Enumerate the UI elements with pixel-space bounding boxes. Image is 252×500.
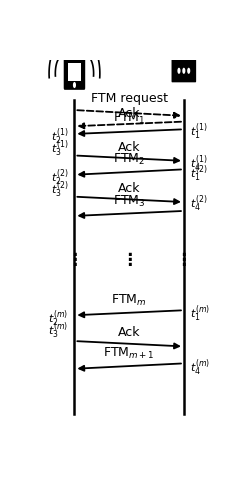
Text: $t_3^{(1)}$: $t_3^{(1)}$ (51, 138, 69, 159)
Text: FTM$_2$: FTM$_2$ (113, 152, 145, 167)
Text: FTM request: FTM request (91, 92, 168, 105)
Circle shape (182, 68, 185, 74)
Text: $t_2^{(m)}$: $t_2^{(m)}$ (48, 308, 69, 329)
Text: Ack: Ack (118, 182, 140, 194)
Circle shape (177, 68, 180, 74)
Text: $t_2^{(2)}$: $t_2^{(2)}$ (51, 168, 69, 188)
Text: FTM$_{m+1}$: FTM$_{m+1}$ (103, 346, 155, 361)
Text: $t_4^{(2)}$: $t_4^{(2)}$ (190, 194, 207, 214)
Text: ⋮: ⋮ (66, 251, 83, 269)
Circle shape (187, 68, 190, 74)
FancyBboxPatch shape (172, 57, 196, 82)
Text: ⋮: ⋮ (121, 251, 137, 269)
Text: Ack: Ack (118, 140, 140, 153)
Text: $t_3^{(2)}$: $t_3^{(2)}$ (51, 180, 69, 200)
Text: $t_4^{(1)}$: $t_4^{(1)}$ (190, 153, 207, 174)
Text: $t_4^{(m)}$: $t_4^{(m)}$ (190, 357, 210, 378)
Text: $t_2^{(1)}$: $t_2^{(1)}$ (51, 126, 69, 148)
Text: FTM$_m$: FTM$_m$ (111, 293, 147, 308)
Text: Ack: Ack (118, 106, 140, 120)
Text: $t_1^{(1)}$: $t_1^{(1)}$ (190, 121, 207, 142)
Text: FTM$_3$: FTM$_3$ (113, 194, 145, 208)
Text: FTM$_1$: FTM$_1$ (113, 111, 145, 126)
Circle shape (73, 82, 76, 88)
FancyBboxPatch shape (64, 57, 85, 90)
Text: ⋮: ⋮ (176, 251, 192, 269)
Text: Ack: Ack (118, 326, 140, 339)
Text: $t_1^{(m)}$: $t_1^{(m)}$ (190, 303, 210, 324)
Text: $t_3^{(m)}$: $t_3^{(m)}$ (48, 320, 69, 342)
Text: $t_1^{(2)}$: $t_1^{(2)}$ (190, 164, 207, 184)
Bar (68, 64, 81, 80)
